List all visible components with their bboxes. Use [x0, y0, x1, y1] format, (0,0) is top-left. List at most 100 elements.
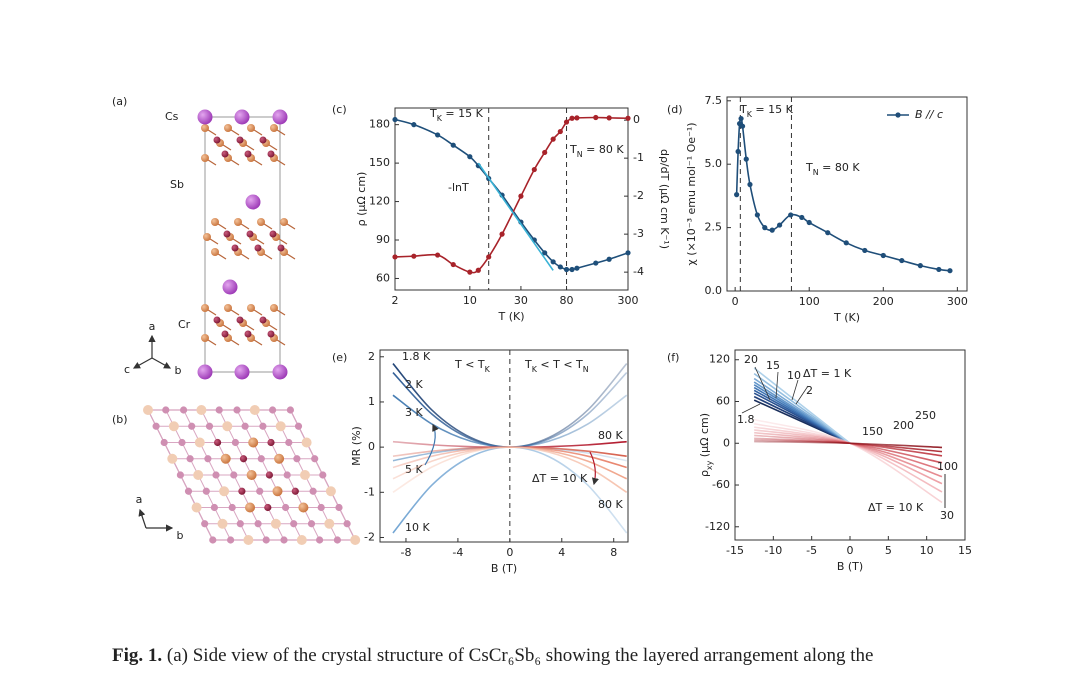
data-point [574, 265, 580, 271]
sb-atom [201, 154, 209, 162]
y2-axis-label: dρ/dT (μΩ cm K⁻¹) [658, 149, 671, 249]
x-tick-label: 0 [506, 546, 513, 559]
data-point [593, 114, 599, 121]
x-tick-label: 100 [799, 295, 820, 308]
cr-atom [267, 330, 275, 338]
data-point [569, 115, 575, 121]
data-point [574, 115, 580, 121]
data-point [936, 266, 942, 273]
trend-arrow [589, 451, 599, 486]
data-point [625, 115, 631, 121]
data-point [880, 252, 886, 259]
lattice-atom [272, 486, 283, 497]
axis-name: c [124, 363, 130, 376]
cr-atom [244, 150, 252, 158]
panel-label: (e) [332, 351, 347, 364]
sb-atom [257, 218, 265, 226]
cr-atom [213, 316, 221, 324]
data-point [450, 142, 456, 148]
lattice-atom [210, 503, 218, 512]
text-part: = 80 K [583, 143, 625, 156]
x-tick-label: 2 [392, 294, 399, 307]
text-part: (μΩ cm) [698, 413, 711, 461]
series-label: 10 K [405, 521, 430, 534]
data-point [550, 136, 556, 142]
data-point [435, 132, 441, 138]
sb-atom [201, 124, 209, 132]
lattice-atom [274, 453, 285, 464]
annotation: 15 [766, 359, 780, 372]
data-point [606, 256, 612, 262]
data-point [450, 261, 456, 268]
y2-tick-label: -4 [633, 265, 644, 278]
y-tick-label: -120 [705, 520, 730, 533]
lattice-atom [184, 487, 193, 495]
data-point [563, 266, 570, 273]
data-point [499, 231, 505, 237]
data-point [734, 192, 740, 198]
lattice-atom [259, 422, 267, 430]
cs-atom [197, 364, 213, 380]
series-label: 1.8 K [402, 350, 431, 363]
axis-name: a [149, 320, 156, 333]
annotation: TK = 15 K [739, 103, 794, 119]
series-line [392, 446, 628, 493]
cr-atom [213, 136, 221, 144]
annotation: 2 [806, 384, 813, 397]
data-point [947, 268, 953, 274]
y-tick-label: 0 [723, 436, 730, 449]
cr-atom [259, 316, 267, 324]
cs-atom [272, 109, 288, 125]
cs-atom [234, 364, 250, 380]
y-tick-label: 90 [376, 233, 390, 246]
x-tick-label: 15 [958, 544, 972, 557]
sb-atom [247, 124, 255, 132]
sb-atom [270, 304, 278, 312]
text-part: T [524, 358, 532, 371]
lattice-atom [160, 438, 168, 447]
data-point [743, 156, 749, 162]
lattice-atom [188, 422, 196, 430]
lattice-atom [307, 520, 316, 528]
cr-atom [231, 244, 239, 252]
y-tick-label: 0.0 [705, 284, 723, 297]
y2-tick-label: -3 [633, 227, 644, 240]
series-label: 80 K [598, 498, 623, 511]
x-tick-label: 4 [558, 546, 565, 559]
y-axis-label: χ (×10⁻³ emu mol⁻¹ Oe⁻¹) [685, 122, 698, 265]
lattice-atom [194, 437, 205, 448]
y-tick-label: 5.0 [705, 157, 723, 170]
y-tick-label: -1 [364, 485, 375, 498]
data-point [392, 116, 398, 123]
data-point [542, 250, 548, 256]
data-point [899, 257, 905, 264]
lattice-atom [204, 455, 212, 463]
text-part: T [805, 161, 813, 174]
text-part: T < T [454, 358, 485, 371]
lattice-atom [294, 422, 303, 430]
data-point [788, 212, 794, 218]
y-tick-label: -60 [712, 478, 730, 491]
data-point [735, 148, 741, 155]
x-axis-label: B (T) [491, 562, 517, 575]
lattice-atom [256, 487, 264, 495]
sb-atom [203, 233, 211, 241]
data-point [542, 149, 548, 156]
annotation: 30 [940, 509, 954, 522]
cr-atom [277, 244, 285, 252]
lattice-atom [243, 535, 254, 545]
annotation: TK < T < TN [524, 358, 589, 374]
lattice-atom [343, 520, 351, 528]
cr-atom [236, 316, 244, 324]
lattice-atom [298, 502, 309, 513]
data-point [593, 260, 599, 266]
lattice-atom [311, 455, 319, 463]
lattice-atom [186, 455, 194, 463]
data-point [747, 181, 753, 188]
data-point [518, 193, 524, 199]
y-tick-label: 60 [376, 271, 390, 284]
text-part: = 15 K [442, 107, 484, 120]
y-tick-label: -2 [364, 530, 375, 543]
lattice-atom [238, 487, 246, 495]
plot-frame [726, 96, 968, 292]
